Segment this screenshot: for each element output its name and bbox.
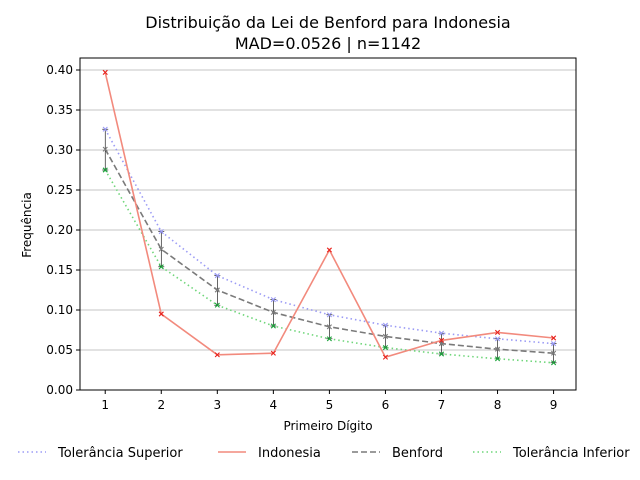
y-axis-ticks: 0.00 0.05 0.10 0.15 0.20 0.25 0.30 0.35 0.40 xyxy=(46,63,80,397)
data-point xyxy=(158,229,164,235)
data-point xyxy=(214,273,220,279)
series-line xyxy=(104,128,554,345)
data-point xyxy=(382,345,389,351)
y-tick-label: 0.05 xyxy=(46,343,73,357)
chart-title: Distribuição da Lei de Benford para Indo… xyxy=(145,13,510,32)
data-point xyxy=(102,146,108,152)
data-point xyxy=(214,287,220,293)
y-tick-label: 0.40 xyxy=(46,63,73,77)
series-benford xyxy=(102,146,557,356)
data-point xyxy=(438,337,445,343)
x-tick-label: 3 xyxy=(213,398,221,412)
data-point xyxy=(214,352,220,358)
data-point xyxy=(550,335,557,341)
data-point xyxy=(550,350,557,356)
y-tick-label: 0.25 xyxy=(46,183,73,197)
plot-frame xyxy=(79,57,577,391)
x-axis-label: Primeiro Dígito xyxy=(283,419,372,433)
x-tick-label: 5 xyxy=(326,398,334,412)
data-point xyxy=(494,336,501,342)
data-point xyxy=(270,297,276,303)
x-tick-label: 6 xyxy=(382,398,390,412)
data-point xyxy=(214,302,220,308)
data-point xyxy=(550,341,557,347)
legend-label: Tolerância Superior xyxy=(57,446,183,461)
x-axis-ticks: 1 2 3 4 5 6 7 8 9 xyxy=(101,390,557,412)
y-axis-label: Frequência xyxy=(20,192,34,258)
series-indonesia xyxy=(102,69,557,360)
y-tick-label: 0.20 xyxy=(46,223,73,237)
legend-label: Indonesia xyxy=(258,446,321,461)
x-tick-label: 9 xyxy=(550,398,558,412)
legend-label: Tolerância Inferior xyxy=(512,446,630,461)
y-tick-label: 0.15 xyxy=(46,263,73,277)
data-point xyxy=(326,336,332,342)
data-point xyxy=(158,264,164,270)
x-tick-label: 8 xyxy=(494,398,502,412)
series-group xyxy=(102,69,557,366)
legend-label: Benford xyxy=(392,446,443,461)
x-tick-label: 1 xyxy=(101,398,109,412)
y-tick-label: 0.10 xyxy=(46,303,73,317)
data-point xyxy=(326,247,332,253)
x-tick-label: 2 xyxy=(157,398,165,412)
x-tick-label: 7 xyxy=(438,398,446,412)
data-point xyxy=(270,309,276,315)
data-point xyxy=(438,330,445,336)
tolerance-error-bars xyxy=(102,128,557,364)
data-point xyxy=(158,246,164,252)
y-tick-label: 0.30 xyxy=(46,143,73,157)
data-point xyxy=(102,69,108,75)
data-point xyxy=(102,126,108,132)
data-point xyxy=(270,323,276,329)
data-point xyxy=(494,356,501,362)
series-tolerancia-inferior xyxy=(102,167,557,366)
y-tick-label: 0.00 xyxy=(46,383,73,397)
legend: Tolerância Superior Indonesia Benford Toler… xyxy=(18,446,630,461)
data-point xyxy=(494,329,501,335)
chart-subtitle: MAD=0.0526 | n=1142 xyxy=(235,34,421,53)
data-point xyxy=(326,312,332,318)
grid-lines xyxy=(80,69,576,391)
y-tick-label: 0.35 xyxy=(46,103,73,117)
data-point xyxy=(326,324,332,330)
data-point xyxy=(550,360,557,366)
data-point xyxy=(270,350,276,356)
data-point xyxy=(382,333,389,339)
data-point xyxy=(158,311,164,317)
data-point xyxy=(382,322,389,328)
data-point xyxy=(382,354,389,360)
x-tick-label: 4 xyxy=(270,398,278,412)
data-point xyxy=(494,346,501,352)
series-tolerancia-superior xyxy=(102,126,557,347)
data-point xyxy=(102,167,108,173)
data-point xyxy=(438,351,445,357)
